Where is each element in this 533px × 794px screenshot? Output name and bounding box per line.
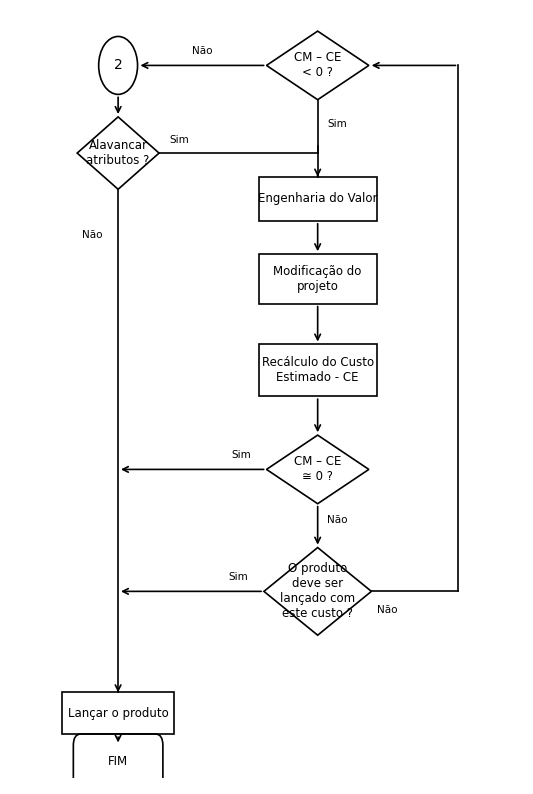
Text: Modificação do
projeto: Modificação do projeto [273,265,362,293]
Text: Sim: Sim [327,119,346,129]
Text: Não: Não [192,46,212,56]
Bar [259,177,376,221]
Text: FIM: FIM [108,755,128,768]
Text: 2: 2 [114,59,123,72]
Text: Lançar o produto: Lançar o produto [68,707,168,720]
Text: CM – CE
< 0 ?: CM – CE < 0 ? [294,52,341,79]
Bar [259,345,376,396]
Text: O produto
deve ser
lançado com
este custo ?: O produto deve ser lançado com este cust… [280,562,355,620]
Text: Engenharia do Valor: Engenharia do Valor [258,192,377,206]
Text: CM – CE
≅ 0 ?: CM – CE ≅ 0 ? [294,456,341,484]
Text: Sim: Sim [229,572,248,582]
Bar [62,692,174,734]
Text: Alavancar
atributos ?: Alavancar atributos ? [86,139,150,167]
Text: Sim: Sim [231,450,251,461]
Text: Não: Não [376,605,397,615]
Text: Recálculo do Custo
Estimado - CE: Recálculo do Custo Estimado - CE [262,357,374,384]
Bar [259,254,376,303]
Text: Não: Não [327,515,348,525]
Text: Sim: Sim [169,136,189,145]
Text: Não: Não [82,230,103,240]
